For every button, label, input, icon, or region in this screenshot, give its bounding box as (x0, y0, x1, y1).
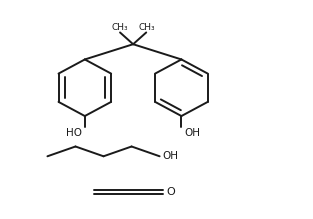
Text: CH₃: CH₃ (111, 23, 128, 32)
Text: CH₃: CH₃ (138, 23, 155, 32)
Text: HO: HO (66, 128, 82, 138)
Text: OH: OH (162, 151, 178, 161)
Text: OH: OH (185, 128, 201, 138)
Text: O: O (167, 187, 175, 197)
